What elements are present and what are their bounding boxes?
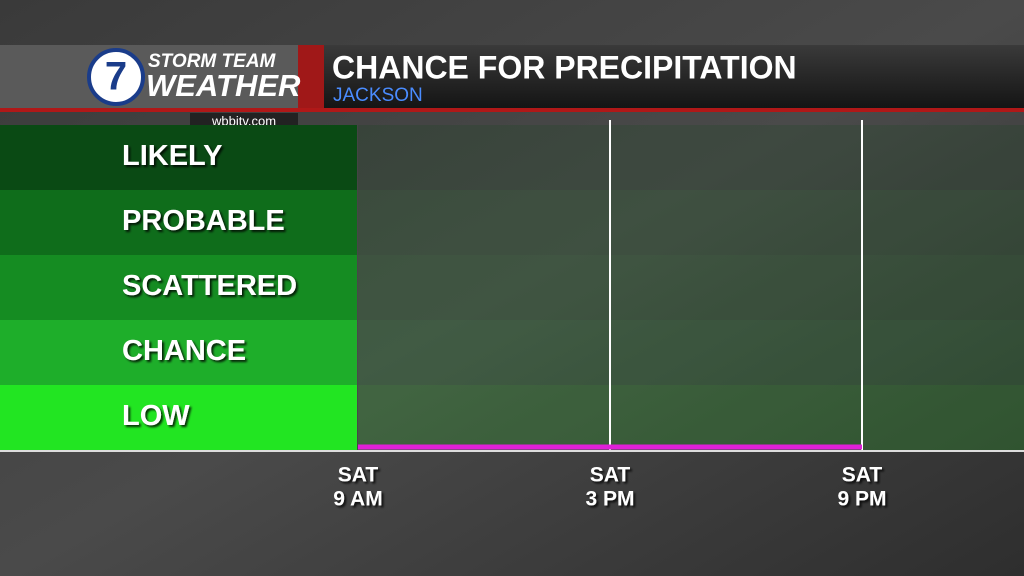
x-tick-time: 9 AM [333, 488, 382, 511]
level-label: LOW [122, 400, 190, 432]
plot-band [358, 385, 1024, 450]
level-band [0, 255, 357, 320]
plot-band [358, 255, 1024, 320]
logo-line1: STORM TEAM [148, 51, 277, 72]
x-tick-time: 9 PM [837, 488, 886, 511]
chart-subtitle: JACKSON [333, 85, 423, 106]
plot-band [358, 320, 1024, 385]
level-label: PROBABLE [122, 205, 285, 237]
level-band [0, 320, 357, 385]
x-tick-day: SAT [590, 464, 631, 487]
level-label: SCATTERED [122, 270, 297, 302]
logo-line2: WEATHER [146, 68, 301, 103]
chart-title: CHANCE FOR PRECIPITATION [332, 49, 797, 85]
logo-circle [87, 48, 145, 106]
site-url: wbbjtv.com [211, 113, 276, 128]
header-accent [298, 45, 324, 109]
level-band [0, 385, 357, 450]
plot-band [358, 190, 1024, 255]
level-band [0, 125, 357, 190]
logo-number: 7 [105, 55, 127, 99]
x-tick-day: SAT [338, 464, 379, 487]
logo-panel [0, 45, 300, 109]
level-label: CHANCE [122, 335, 246, 367]
header-rule [0, 108, 1024, 112]
level-band [0, 190, 357, 255]
plot-band [358, 125, 1024, 190]
level-label: LIKELY [122, 140, 222, 172]
x-tick-time: 3 PM [585, 488, 634, 511]
x-tick-day: SAT [842, 464, 883, 487]
